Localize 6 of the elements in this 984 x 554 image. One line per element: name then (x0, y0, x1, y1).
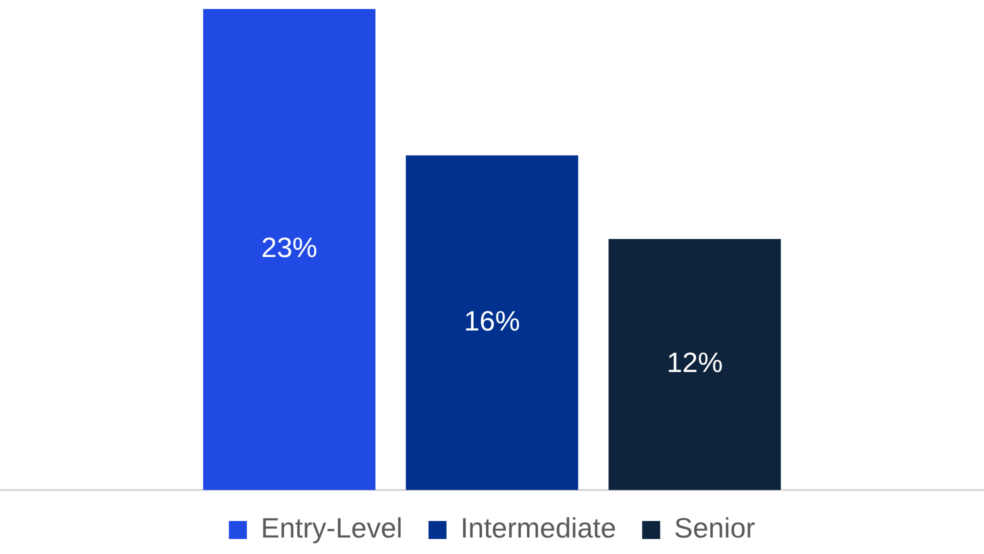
legend-label: Entry-Level (260, 512, 403, 544)
legend-label: Senior (674, 512, 756, 544)
data-label: 23% (261, 232, 318, 264)
legend-label: Intermediate (460, 512, 616, 544)
data-label: 16% (464, 305, 520, 336)
data-label: 12% (666, 347, 723, 378)
